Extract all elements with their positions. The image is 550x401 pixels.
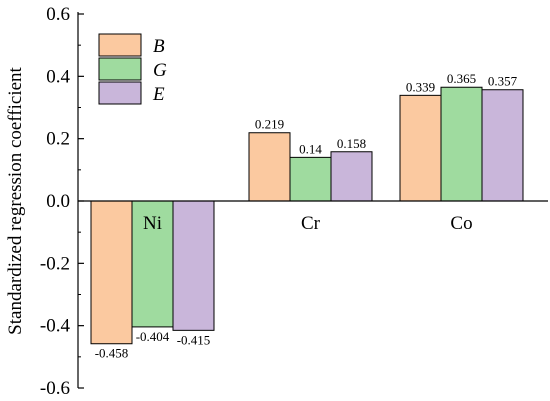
category-label-ni: Ni (143, 213, 162, 234)
y-tick-label: -0.6 (40, 378, 70, 399)
bar-co-g (440, 86, 483, 202)
data-label-co-b: 0.339 (406, 79, 435, 94)
y-tick-label: -0.2 (40, 253, 70, 274)
bar-ni-e (172, 200, 215, 331)
bar-ni-b (90, 200, 133, 345)
data-label-ni-g: -0.404 (136, 329, 170, 344)
labels-layer: -0.458 -0.404 -0.415 Ni 0.219 0.14 0.158 Cr 0.33… (95, 71, 518, 361)
bar-cr-e (330, 151, 373, 202)
data-label-cr-g: 0.14 (299, 141, 322, 156)
data-label-cr-e: 0.158 (337, 136, 366, 151)
legend-label-e: E (152, 84, 165, 105)
bar-co-e (481, 89, 524, 202)
y-tick-label: 0.6 (46, 4, 70, 25)
category-label-cr: Cr (301, 213, 321, 234)
y-tick-label: 0.2 (46, 129, 70, 150)
data-label-cr-b: 0.219 (255, 117, 284, 132)
y-axis-title: Standardized regression coefficient (5, 66, 26, 334)
legend-swatch-e (98, 81, 142, 105)
bar-cr-b (248, 132, 291, 202)
legend-swatch-b (98, 33, 142, 57)
bar-co-b (399, 94, 442, 202)
legend-swatch-g (98, 57, 142, 81)
legend: BGE (98, 33, 167, 105)
y-tick-label: 0.4 (46, 66, 70, 87)
legend-label-b: B (153, 36, 165, 57)
bar-cr-g (289, 156, 332, 202)
data-label-ni-b: -0.458 (95, 346, 129, 361)
axes-layer: -0.6 -0.4 -0.2 0.0 0.2 0.4 0.6 Standardized reg… (5, 4, 548, 399)
data-label-ni-e: -0.415 (177, 332, 211, 347)
category-label-co: Co (450, 213, 472, 234)
data-label-co-e: 0.357 (488, 74, 518, 89)
y-tick-label: -0.4 (40, 316, 71, 337)
data-label-co-g: 0.365 (447, 71, 476, 86)
bar-ni-g (131, 200, 174, 328)
legend-label-g: G (153, 60, 167, 81)
y-tick-label: 0.0 (46, 191, 70, 212)
